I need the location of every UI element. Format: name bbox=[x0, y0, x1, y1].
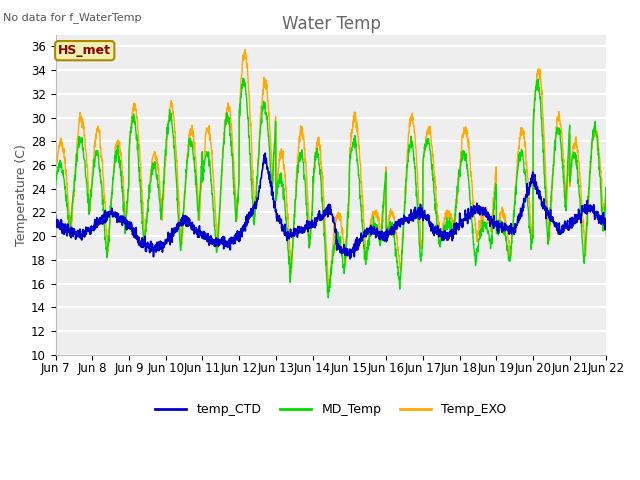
Temp_EXO bbox=[360, 207, 367, 213]
temp_CTD bbox=[554, 222, 562, 228]
temp_CTD bbox=[570, 217, 577, 223]
MD_Temp bbox=[492, 187, 499, 193]
temp_CTD bbox=[261, 150, 269, 156]
Temp_EXO bbox=[603, 233, 611, 239]
temp_CTD bbox=[603, 225, 611, 230]
Y-axis label: Temperature (C): Temperature (C) bbox=[15, 144, 28, 246]
MD_Temp bbox=[570, 150, 577, 156]
temp_CTD bbox=[492, 219, 499, 225]
Legend: temp_CTD, MD_Temp, Temp_EXO: temp_CTD, MD_Temp, Temp_EXO bbox=[150, 398, 512, 421]
temp_CTD bbox=[205, 242, 213, 248]
Temp_EXO bbox=[570, 145, 577, 151]
Temp_EXO bbox=[241, 47, 249, 52]
MD_Temp bbox=[348, 147, 355, 153]
temp_CTD bbox=[52, 213, 60, 219]
MD_Temp bbox=[554, 126, 562, 132]
temp_CTD bbox=[360, 233, 367, 239]
MD_Temp bbox=[603, 234, 611, 240]
Text: HS_met: HS_met bbox=[58, 44, 111, 57]
Title: Water Temp: Water Temp bbox=[282, 15, 380, 33]
MD_Temp bbox=[239, 75, 246, 81]
Temp_EXO bbox=[554, 114, 562, 120]
Temp_EXO bbox=[52, 174, 60, 180]
temp_CTD bbox=[346, 256, 354, 262]
Text: No data for f_WaterTemp: No data for f_WaterTemp bbox=[3, 12, 141, 23]
MD_Temp bbox=[360, 236, 367, 241]
Temp_EXO bbox=[348, 130, 355, 135]
Line: Temp_EXO: Temp_EXO bbox=[56, 49, 607, 288]
temp_CTD bbox=[348, 254, 355, 260]
Temp_EXO bbox=[325, 285, 333, 291]
Temp_EXO bbox=[492, 172, 499, 178]
Temp_EXO bbox=[205, 123, 213, 129]
Line: temp_CTD: temp_CTD bbox=[56, 153, 607, 259]
Line: MD_Temp: MD_Temp bbox=[56, 78, 607, 298]
MD_Temp bbox=[205, 156, 213, 162]
MD_Temp bbox=[52, 182, 60, 188]
MD_Temp bbox=[324, 295, 332, 300]
